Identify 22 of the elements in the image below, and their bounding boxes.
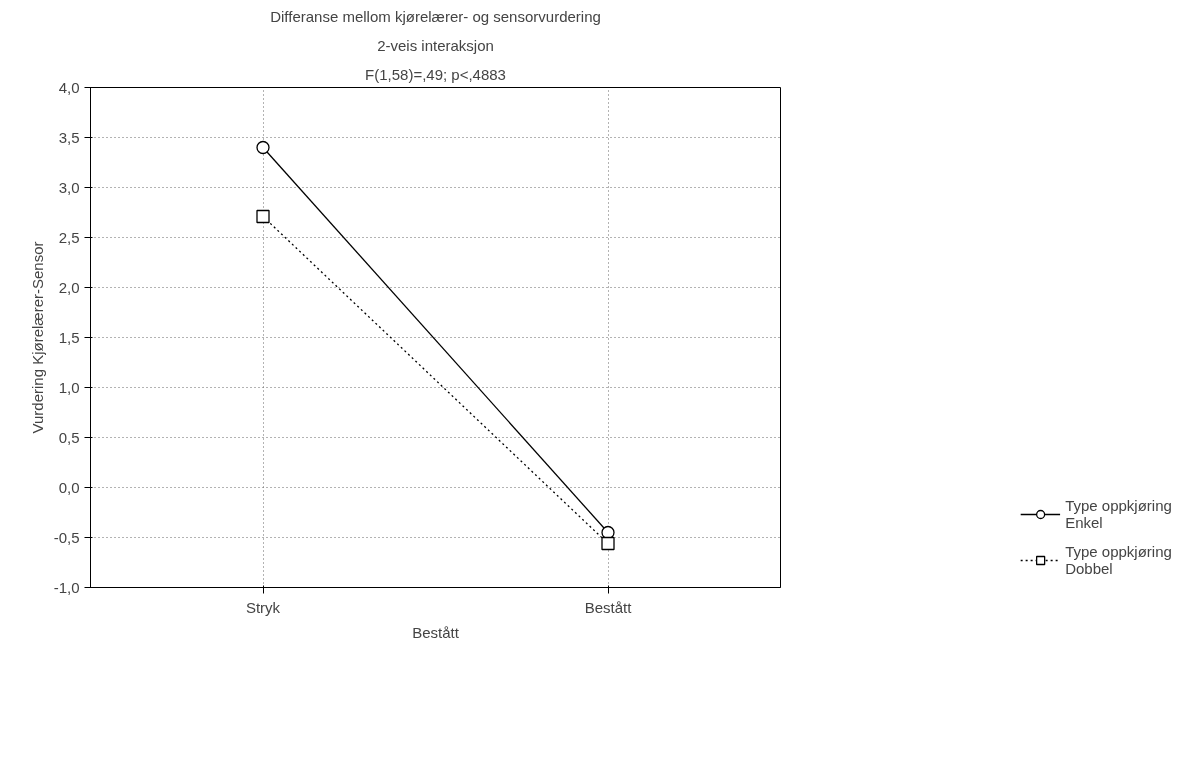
text: F(1,58)=,49; p<,4883: [365, 65, 506, 83]
point: [256, 140, 270, 155]
x-tick-label: Stryk: [245, 598, 281, 616]
y-tick-label: 4,0: [58, 78, 80, 96]
chart-subtitle: 2-veis interaksjon: [377, 36, 494, 54]
legend-label: Type oppkjøring Dobbel: [1065, 543, 1172, 577]
y-tick-label: -1,0: [53, 578, 80, 596]
y-tick-label: 2,0: [58, 278, 80, 296]
y-tick-label: 0,0: [58, 478, 80, 496]
y-tick-label: 1,5: [58, 328, 80, 346]
point: [601, 536, 615, 551]
chart-title: Differanse mellom kjørelærer- og sensorvurdering: [270, 7, 601, 25]
y-tick-label: 3,0: [58, 178, 80, 196]
legend-label: Type oppkjøring Enkel: [1065, 497, 1172, 531]
y-tick-label: -0,5: [53, 528, 80, 546]
y-tick-label: 3,5: [58, 128, 80, 146]
point: [256, 209, 270, 224]
y-tick-label: 2,5: [58, 228, 80, 246]
y-axis-title: Vurdering Kjørelærer-Sensor: [28, 241, 46, 434]
y-tick-label: 0,5: [58, 428, 80, 446]
x-axis-title: Bestått: [412, 623, 460, 641]
y-tick-label: 1,0: [58, 378, 80, 396]
